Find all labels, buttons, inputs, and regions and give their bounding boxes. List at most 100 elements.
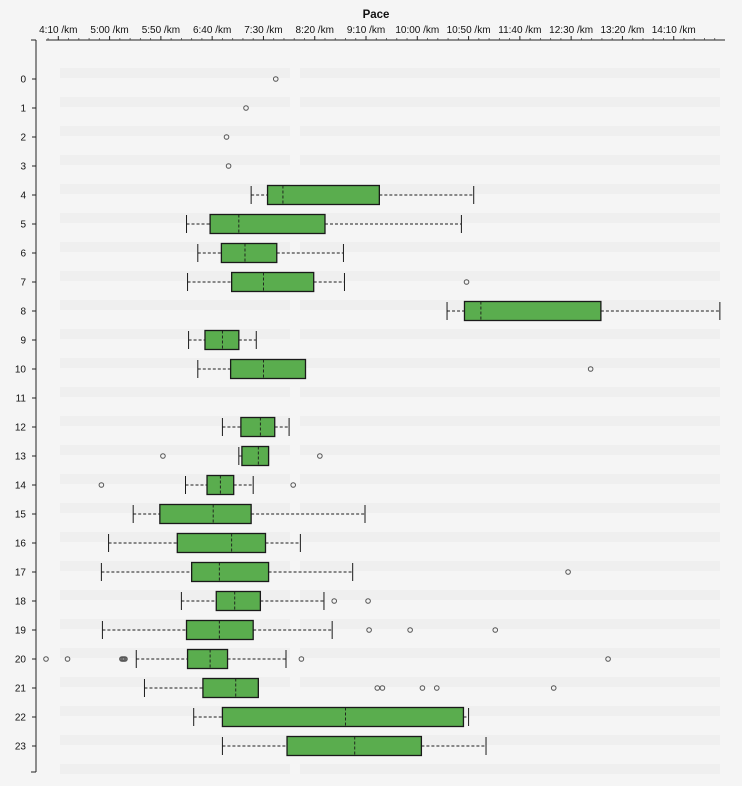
y-tick-label: 22 xyxy=(15,713,27,724)
box-row-3 xyxy=(225,163,232,169)
outlier-point xyxy=(365,598,371,604)
ghost-row xyxy=(60,532,290,542)
x-tick-label: 10:50 /km xyxy=(447,25,491,36)
y-tick-label: 9 xyxy=(20,336,26,347)
outlier-point xyxy=(243,105,249,111)
iqr-box xyxy=(229,358,307,380)
ghost-row xyxy=(300,590,720,600)
y-tick-label: 16 xyxy=(15,539,27,550)
ghost-row xyxy=(60,619,290,629)
iqr-box xyxy=(190,561,270,583)
iqr-box xyxy=(266,184,380,206)
ghost-row xyxy=(60,242,290,252)
x-tick-label: 5:00 /km xyxy=(90,25,128,36)
ghost-row xyxy=(60,329,290,339)
iqr-box xyxy=(204,329,240,351)
ghost-row xyxy=(60,271,290,281)
box-row-2 xyxy=(223,134,230,140)
box-row-21 xyxy=(143,677,557,699)
ghost-row xyxy=(60,300,290,310)
x-tick-label: 13:20 /km xyxy=(600,25,644,36)
outlier-point xyxy=(379,685,386,691)
box-row-13 xyxy=(160,445,323,467)
x-tick-label: 12:30 /km xyxy=(549,25,593,36)
ghost-row xyxy=(300,97,720,107)
outlier-point xyxy=(290,482,296,488)
background-ghost-rows xyxy=(60,68,720,774)
x-tick-label: 5:50 /km xyxy=(142,25,180,36)
ghost-row xyxy=(300,242,720,252)
ghost-row xyxy=(300,648,720,658)
outlier-point xyxy=(317,453,323,459)
ghost-row xyxy=(300,213,720,223)
outlier-point xyxy=(407,627,413,633)
ghost-row xyxy=(60,648,290,658)
box-row-16 xyxy=(108,532,301,554)
ghost-row xyxy=(60,590,290,600)
box-row-10 xyxy=(197,358,594,380)
plot-area xyxy=(43,76,721,757)
x-tick-label: 11:40 /km xyxy=(498,25,541,36)
iqr-box xyxy=(215,590,262,612)
iqr-box xyxy=(209,213,326,235)
x-tick-label: 9:10 /km xyxy=(347,25,385,36)
outlier-point xyxy=(43,656,49,662)
box-row-4 xyxy=(250,184,475,206)
y-tick-label: 14 xyxy=(15,481,27,492)
iqr-box xyxy=(220,242,278,264)
outlier-point xyxy=(433,685,440,691)
iqr-box xyxy=(230,271,315,293)
ghost-row xyxy=(60,213,290,223)
iqr-box xyxy=(159,503,252,525)
outlier-point xyxy=(64,656,71,662)
ghost-row xyxy=(300,329,720,339)
outlier-point xyxy=(298,656,305,662)
ghost-row xyxy=(60,155,290,165)
ghost-row xyxy=(60,445,290,455)
box-row-20 xyxy=(43,648,611,670)
box-row-22 xyxy=(193,706,470,728)
iqr-box xyxy=(240,416,276,438)
ghost-row xyxy=(60,561,290,571)
x-tick-label: 6:40 /km xyxy=(193,25,231,36)
y-tick-label: 11 xyxy=(16,394,27,405)
ghost-row xyxy=(300,503,720,513)
ghost-row xyxy=(60,387,290,397)
ghost-row xyxy=(300,706,720,716)
y-tick-label: 13 xyxy=(15,452,27,463)
box-row-19 xyxy=(101,619,499,641)
ghost-row xyxy=(300,271,720,281)
outlier-point xyxy=(160,453,166,459)
ghost-row xyxy=(300,677,720,687)
box-row-14 xyxy=(98,474,296,496)
ghost-row xyxy=(60,184,290,194)
y-tick-label: 0 xyxy=(20,75,26,86)
outlier-point xyxy=(463,279,470,285)
ghost-row xyxy=(300,445,720,455)
iqr-box xyxy=(221,706,465,728)
outlier-point xyxy=(225,163,232,169)
y-tick-label: 1 xyxy=(20,104,26,115)
x-tick-label: 10:00 /km xyxy=(395,25,439,36)
iqr-box xyxy=(186,648,229,670)
box-row-23 xyxy=(221,735,487,757)
outlier-point xyxy=(419,685,426,691)
outlier-point xyxy=(605,656,611,662)
x-tick-label: 8:20 /km xyxy=(296,25,334,36)
outlier-point xyxy=(492,627,499,633)
ghost-row xyxy=(300,416,720,426)
ghost-row xyxy=(300,155,720,165)
ghost-row xyxy=(300,358,720,368)
iqr-box xyxy=(241,445,270,467)
box-row-18 xyxy=(180,590,371,612)
ghost-row xyxy=(60,97,290,107)
ghost-row xyxy=(60,706,290,716)
iqr-box xyxy=(185,619,254,641)
ghost-row xyxy=(300,561,720,571)
ghost-row xyxy=(300,735,720,745)
y-tick-label: 5 xyxy=(20,220,26,231)
outlier-point xyxy=(550,685,557,691)
y-tick-label: 3 xyxy=(20,162,26,173)
ghost-row xyxy=(60,126,290,136)
